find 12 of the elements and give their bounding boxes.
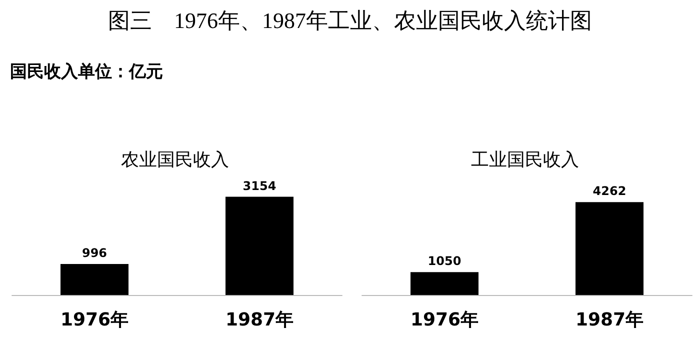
data-label: 996 bbox=[82, 246, 108, 260]
x-tick-label: 1987年 bbox=[575, 310, 644, 330]
data-label: 4262 bbox=[592, 184, 626, 198]
text: 图三 1976年、1987年工业、农业国民收入统计图 bbox=[107, 7, 593, 35]
text: 国民收入单位：亿元 bbox=[10, 61, 163, 83]
x-tick-label: 1987年 bbox=[225, 310, 294, 330]
x-tick-label: 1976年 bbox=[60, 310, 129, 330]
chart-title: 工业国民收入 bbox=[471, 150, 579, 170]
chart-title: 农业国民收入 bbox=[121, 150, 229, 170]
data-label: 1050 bbox=[428, 254, 462, 268]
data-label: 3154 bbox=[242, 178, 276, 193]
x-tick-label: 1976年 bbox=[410, 310, 479, 330]
